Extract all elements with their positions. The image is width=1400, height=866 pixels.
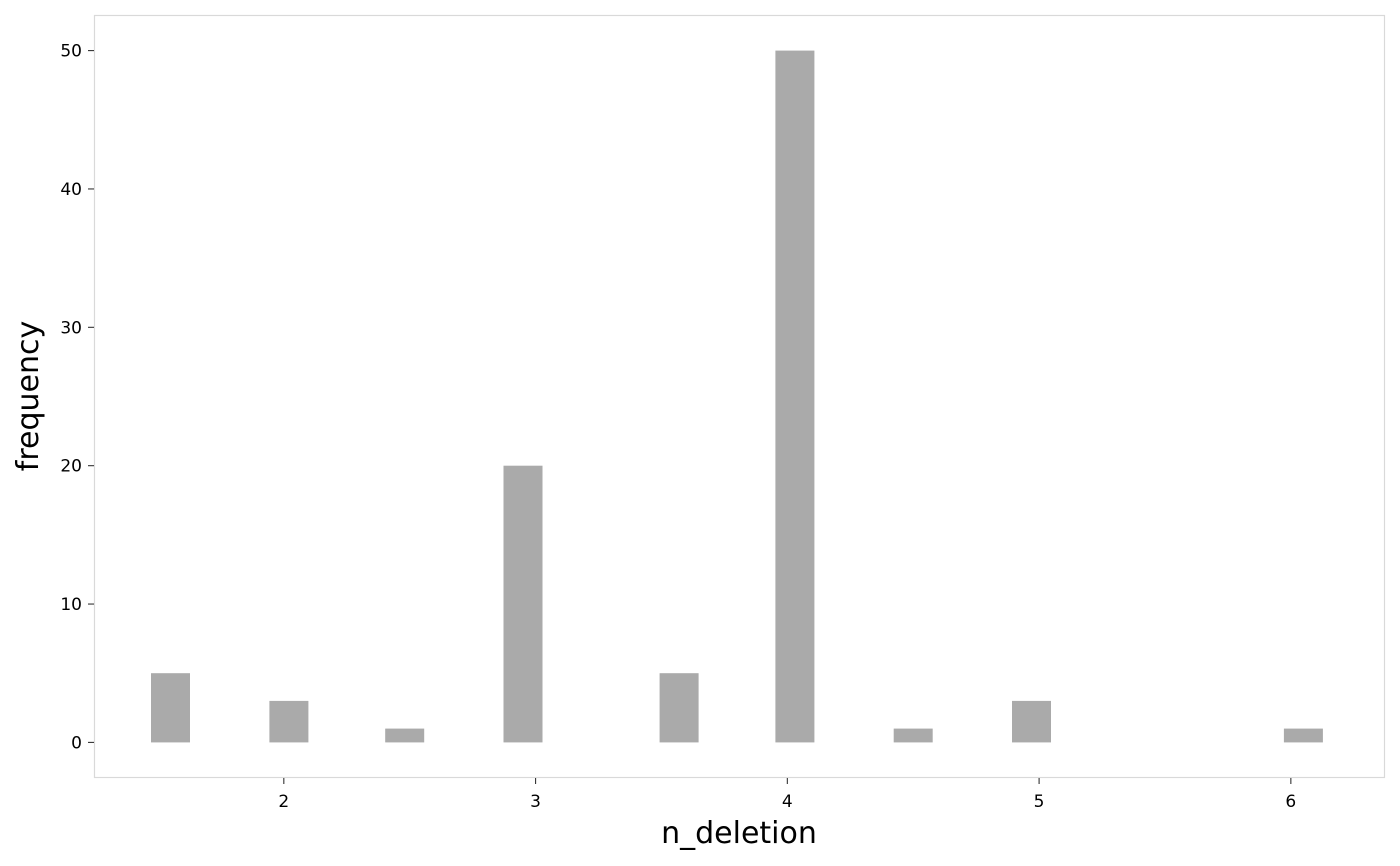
y-tick-label: 0 (71, 733, 82, 753)
y-tick-label: 10 (60, 595, 82, 615)
panel-border (93, 14, 1386, 779)
bars-group (151, 50, 1323, 743)
x-axis: 2 3 4 5 6 (278, 778, 1296, 812)
bar (1012, 700, 1051, 743)
bar (385, 728, 425, 743)
y-tick-label: 30 (60, 318, 82, 338)
bar (893, 728, 933, 743)
x-tick-label: 6 (1285, 792, 1296, 812)
x-tick-label: 4 (782, 792, 793, 812)
x-axis-title: n_deletion (661, 816, 817, 851)
x-tick-label: 5 (1034, 792, 1045, 812)
x-tick-label: 3 (530, 792, 541, 812)
x-tick-label: 2 (278, 792, 289, 812)
bar (659, 673, 699, 743)
bar (269, 700, 309, 743)
bar (775, 50, 815, 743)
y-tick-label: 20 (60, 457, 82, 477)
y-tick-label: 40 (60, 180, 82, 200)
y-tick-label: 50 (60, 42, 82, 62)
y-axis-title: frequency (11, 321, 46, 471)
bar (503, 465, 543, 743)
bar (1283, 728, 1323, 743)
y-axis: 0 10 20 30 40 50 (60, 42, 94, 753)
bar (151, 673, 190, 743)
